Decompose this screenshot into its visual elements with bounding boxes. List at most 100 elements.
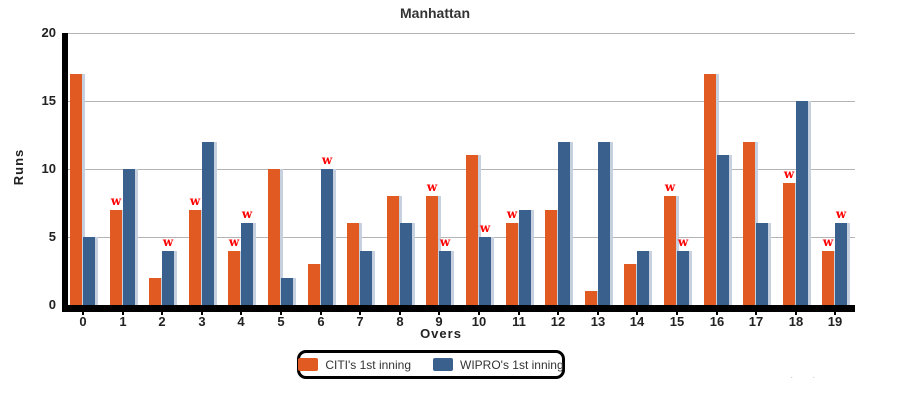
citi-bar [110, 210, 122, 305]
wipro-bar [321, 169, 333, 305]
y-tick-label: 0 [48, 297, 56, 312]
citi-bar [228, 251, 240, 305]
wipro-bar [439, 251, 451, 305]
wicket-marker: w [822, 235, 834, 249]
citi-bar [664, 196, 676, 305]
y-tick-label: 5 [48, 229, 56, 244]
wipro-bar [123, 169, 135, 305]
citi-bar [149, 278, 161, 305]
citi-bar [70, 74, 82, 305]
x-axis-label: Overs [420, 326, 462, 341]
x-tick-mark [716, 311, 718, 315]
x-tick-mark [399, 311, 401, 315]
x-tick-mark [201, 311, 203, 315]
citi-bar [624, 264, 636, 305]
gridline [67, 169, 855, 170]
wicket-marker: w [479, 221, 491, 235]
wipro-bar [202, 142, 214, 305]
citi-bar [426, 196, 438, 305]
y-tick-label: 15 [41, 93, 56, 108]
wicket-marker: w [677, 235, 689, 249]
x-tick-label: 13 [590, 314, 606, 329]
x-tick-label: 7 [356, 314, 364, 329]
y-axis-line [62, 33, 68, 312]
wipro-bar [835, 223, 847, 305]
x-tick-label: 1 [119, 314, 127, 329]
x-tick-label: 16 [709, 314, 725, 329]
x-tick-mark [478, 311, 480, 315]
wipro-bar [598, 142, 610, 305]
x-tick-label: 12 [550, 314, 566, 329]
citi-bar [545, 210, 557, 305]
y-tick-label: 20 [41, 25, 56, 40]
x-tick-label: 19 [827, 314, 843, 329]
x-tick-label: 6 [317, 314, 325, 329]
wicket-marker: w [664, 180, 676, 194]
wipro-bar [479, 237, 491, 305]
citi-bar [704, 74, 716, 305]
x-tick-mark [795, 311, 797, 315]
citi-bar [268, 169, 280, 305]
citi-bar [189, 210, 201, 305]
citi-bar [506, 223, 518, 305]
legend-swatch [298, 358, 319, 371]
citi-bar [387, 196, 399, 305]
wipro-bar [400, 223, 412, 305]
wipro-bar [241, 223, 253, 305]
x-tick-label: 8 [396, 314, 404, 329]
wicket-marker: w [110, 194, 122, 208]
wicket-marker: w [783, 167, 795, 181]
x-tick-mark [676, 311, 678, 315]
x-tick-mark [359, 311, 361, 315]
citi-bar [822, 251, 834, 305]
x-tick-mark [518, 311, 520, 315]
wicket-marker: w [228, 235, 240, 249]
x-tick-mark [834, 311, 836, 315]
citi-bar [585, 291, 597, 305]
x-tick-label: 10 [471, 314, 487, 329]
x-tick-label: 9 [435, 314, 443, 329]
citi-bar [308, 264, 320, 305]
wipro-bar [558, 142, 570, 305]
x-tick-mark [240, 311, 242, 315]
wipro-bar [162, 251, 174, 305]
x-tick-mark [82, 311, 84, 315]
wipro-bar [796, 101, 808, 305]
citi-bar [466, 155, 478, 305]
x-tick-label: 0 [79, 314, 87, 329]
x-tick-mark [122, 311, 124, 315]
wipro-bar [83, 237, 95, 305]
x-tick-label: 4 [237, 314, 245, 329]
gridline [67, 33, 855, 34]
x-tick-label: 5 [277, 314, 285, 329]
legend-label: CITI's 1st inning [325, 357, 411, 372]
x-tick-mark [597, 311, 599, 315]
wicket-marker: w [162, 235, 174, 249]
x-tick-label: 2 [158, 314, 166, 329]
wicket-marker: w [321, 153, 333, 167]
x-tick-mark [557, 311, 559, 315]
wipro-bar [637, 251, 649, 305]
x-tick-label: 14 [629, 314, 645, 329]
legend-item: WIPRO's 1st inning [433, 358, 564, 372]
legend: CITI's 1st inning WIPRO's 1st inning [297, 350, 565, 379]
wicket-marker: w [506, 207, 518, 221]
x-tick-label: 11 [512, 314, 526, 329]
x-axis-line [62, 305, 855, 312]
wipro-bar [756, 223, 768, 305]
wipro-bar [519, 210, 531, 305]
gridline [67, 237, 855, 238]
chart-title: Manhattan [400, 5, 470, 21]
x-tick-label: 15 [669, 314, 685, 329]
citi-bar [347, 223, 359, 305]
wipro-bar [717, 155, 729, 305]
x-tick-mark [320, 311, 322, 315]
y-tick-label: 10 [41, 161, 56, 176]
x-tick-mark [755, 311, 757, 315]
legend-item: CITI's 1st inning [298, 358, 411, 372]
wicket-marker: w [241, 207, 253, 221]
wipro-bar [677, 251, 689, 305]
x-tick-mark [438, 311, 440, 315]
wicket-marker: w [426, 180, 438, 194]
